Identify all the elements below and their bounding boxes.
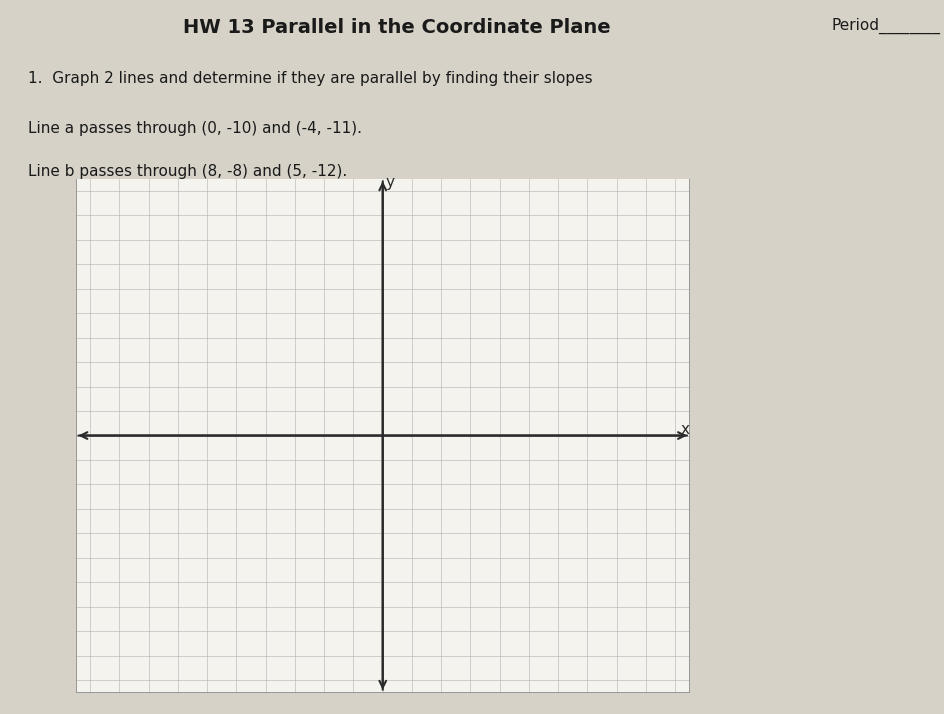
Text: HW 13 Parallel in the Coordinate Plane: HW 13 Parallel in the Coordinate Plane [183,18,610,37]
Text: Line b passes through (8, -8) and (5, -12).: Line b passes through (8, -8) and (5, -1… [28,164,347,179]
Text: x: x [681,422,689,437]
Text: 1.  Graph 2 lines and determine if they are parallel by finding their slopes: 1. Graph 2 lines and determine if they a… [28,71,592,86]
Text: Period________: Period________ [831,18,939,34]
Text: y: y [385,175,394,190]
Text: Line a passes through (0, -10) and (-4, -11).: Line a passes through (0, -10) and (-4, … [28,121,362,136]
